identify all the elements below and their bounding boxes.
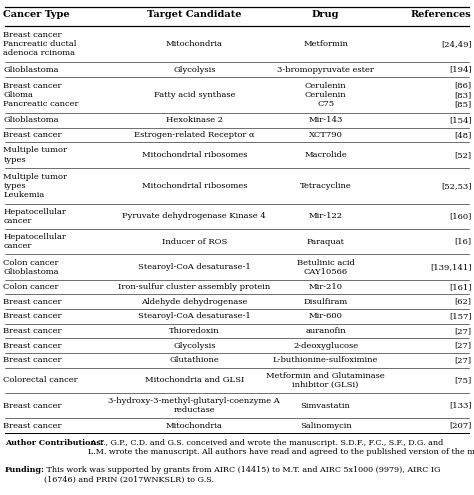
Text: Mitochondria and GLSI: Mitochondria and GLSI xyxy=(145,376,244,385)
Text: Stearoyl-CoA desaturase-1: Stearoyl-CoA desaturase-1 xyxy=(138,263,251,271)
Text: Iron-sulfur cluster assembly protein: Iron-sulfur cluster assembly protein xyxy=(118,283,271,291)
Text: Breast cancer: Breast cancer xyxy=(3,298,62,306)
Text: Breast cancer
Pancreatic ductal
adenoca rcinoma: Breast cancer Pancreatic ductal adenoca … xyxy=(3,31,77,57)
Text: Colon cancer
Glioblastoma: Colon cancer Glioblastoma xyxy=(3,258,59,276)
Text: [160]: [160] xyxy=(449,212,472,220)
Text: Mitochondria: Mitochondria xyxy=(166,40,223,49)
Text: [194]: [194] xyxy=(449,66,472,74)
Text: Breast cancer: Breast cancer xyxy=(3,327,62,335)
Text: Mitochondria: Mitochondria xyxy=(166,422,223,430)
Text: Glycolysis: Glycolysis xyxy=(173,342,216,350)
Text: 2-deoxyglucose: 2-deoxyglucose xyxy=(293,342,358,350)
Text: [207]: [207] xyxy=(449,422,472,430)
Text: L-buthionine-sulfoximine: L-buthionine-sulfoximine xyxy=(273,356,378,364)
Text: [75]: [75] xyxy=(455,376,472,385)
Text: Author Contributions:: Author Contributions: xyxy=(5,439,103,447)
Text: Simvastatin: Simvastatin xyxy=(301,402,351,410)
Text: [52,53]: [52,53] xyxy=(441,182,472,190)
Text: Glioblastoma: Glioblastoma xyxy=(3,116,59,124)
Text: [27]: [27] xyxy=(455,356,472,364)
Text: [62]: [62] xyxy=(455,298,472,306)
Text: [86]
[83]
[85]: [86] [83] [85] xyxy=(455,82,472,108)
Text: Colorectal cancer: Colorectal cancer xyxy=(3,376,78,385)
Text: Inducer of ROS: Inducer of ROS xyxy=(162,238,227,246)
Text: Funding:: Funding: xyxy=(5,466,45,474)
Text: [27]: [27] xyxy=(455,342,472,350)
Text: Multiple tumor
types
Leukemia: Multiple tumor types Leukemia xyxy=(3,172,67,199)
Text: Glycolysis: Glycolysis xyxy=(173,66,216,74)
Text: Fatty acid synthase: Fatty acid synthase xyxy=(154,91,235,99)
Text: [139,141]: [139,141] xyxy=(430,263,472,271)
Text: [154]: [154] xyxy=(449,116,472,124)
Text: Mir-210: Mir-210 xyxy=(309,283,343,291)
Text: Tetracycline: Tetracycline xyxy=(300,182,352,190)
Text: Multiple tumor
types: Multiple tumor types xyxy=(3,147,67,164)
Text: Breast cancer
Glioma
Pancreatic cancer: Breast cancer Glioma Pancreatic cancer xyxy=(3,82,79,108)
Text: Cancer Type: Cancer Type xyxy=(3,10,70,19)
Text: Thioredoxin: Thioredoxin xyxy=(169,327,219,335)
Text: [133]: [133] xyxy=(449,402,472,410)
Text: Metformin: Metformin xyxy=(303,40,348,49)
Text: Mitochondrial ribosomes: Mitochondrial ribosomes xyxy=(142,182,247,190)
Text: 3-hydroxy-3-methyl-glutaryl-coenzyme A
reductase: 3-hydroxy-3-methyl-glutaryl-coenzyme A r… xyxy=(109,397,280,414)
Text: Aldehyde dehydrogenase: Aldehyde dehydrogenase xyxy=(141,298,247,306)
Text: [48]: [48] xyxy=(454,131,472,139)
Text: Mir-122: Mir-122 xyxy=(309,212,343,220)
Text: [16]: [16] xyxy=(455,238,472,246)
Text: Target Candidate: Target Candidate xyxy=(147,10,242,19)
Text: Metformin and Glutaminase
inhibitor (GLSi): Metformin and Glutaminase inhibitor (GLS… xyxy=(266,372,385,389)
Text: Disulfiram: Disulfiram xyxy=(303,298,348,306)
Text: This work was supported by grants from AIRC (14415) to M.T. and AIRC 5x1000 (997: This work was supported by grants from A… xyxy=(44,466,440,484)
Text: Breast cancer: Breast cancer xyxy=(3,356,62,364)
Text: Estrogen-related Receptor α: Estrogen-related Receptor α xyxy=(134,131,255,139)
Text: [52]: [52] xyxy=(455,151,472,159)
Text: auranofin: auranofin xyxy=(305,327,346,335)
Text: Stearoyl-CoA desaturase-1: Stearoyl-CoA desaturase-1 xyxy=(138,312,251,320)
Text: Drug: Drug xyxy=(312,10,339,19)
Text: Breast cancer: Breast cancer xyxy=(3,422,62,430)
Text: References: References xyxy=(411,10,472,19)
Text: Glioblastoma: Glioblastoma xyxy=(3,66,59,74)
Text: Breast cancer: Breast cancer xyxy=(3,312,62,320)
Text: [157]: [157] xyxy=(449,312,472,320)
Text: Breast cancer: Breast cancer xyxy=(3,342,62,350)
Text: A.T., G.P., C.D. and G.S. conceived and wrote the manuscript. S.D.F., F.C., S.F.: A.T., G.P., C.D. and G.S. conceived and … xyxy=(88,439,474,456)
Text: Paraquat: Paraquat xyxy=(307,238,345,246)
Text: Mitochondrial ribosomes: Mitochondrial ribosomes xyxy=(142,151,247,159)
Text: Cerulenin
Cerulenin
C75: Cerulenin Cerulenin C75 xyxy=(305,82,346,108)
Text: Mir-143: Mir-143 xyxy=(309,116,343,124)
Text: [161]: [161] xyxy=(449,283,472,291)
Text: Breast cancer: Breast cancer xyxy=(3,402,62,410)
Text: [24,49]: [24,49] xyxy=(441,40,472,49)
Text: Breast cancer: Breast cancer xyxy=(3,131,62,139)
Text: XCT790: XCT790 xyxy=(309,131,343,139)
Text: Macrolide: Macrolide xyxy=(304,151,347,159)
Text: Glutathione: Glutathione xyxy=(170,356,219,364)
Text: Mir-600: Mir-600 xyxy=(309,312,343,320)
Text: Pyruvate dehydrogenase Kinase 4: Pyruvate dehydrogenase Kinase 4 xyxy=(122,212,266,220)
Text: [27]: [27] xyxy=(455,327,472,335)
Text: Hepatocellular
cancer: Hepatocellular cancer xyxy=(3,208,66,225)
Text: Salinomycin: Salinomycin xyxy=(300,422,352,430)
Text: 3-bromopyruvate ester: 3-bromopyruvate ester xyxy=(277,66,374,74)
Text: Hepatocellular
cancer: Hepatocellular cancer xyxy=(3,233,66,250)
Text: Colon cancer: Colon cancer xyxy=(3,283,59,291)
Text: Hexokinase 2: Hexokinase 2 xyxy=(166,116,223,124)
Text: Betulinic acid
CAY10566: Betulinic acid CAY10566 xyxy=(297,258,355,276)
